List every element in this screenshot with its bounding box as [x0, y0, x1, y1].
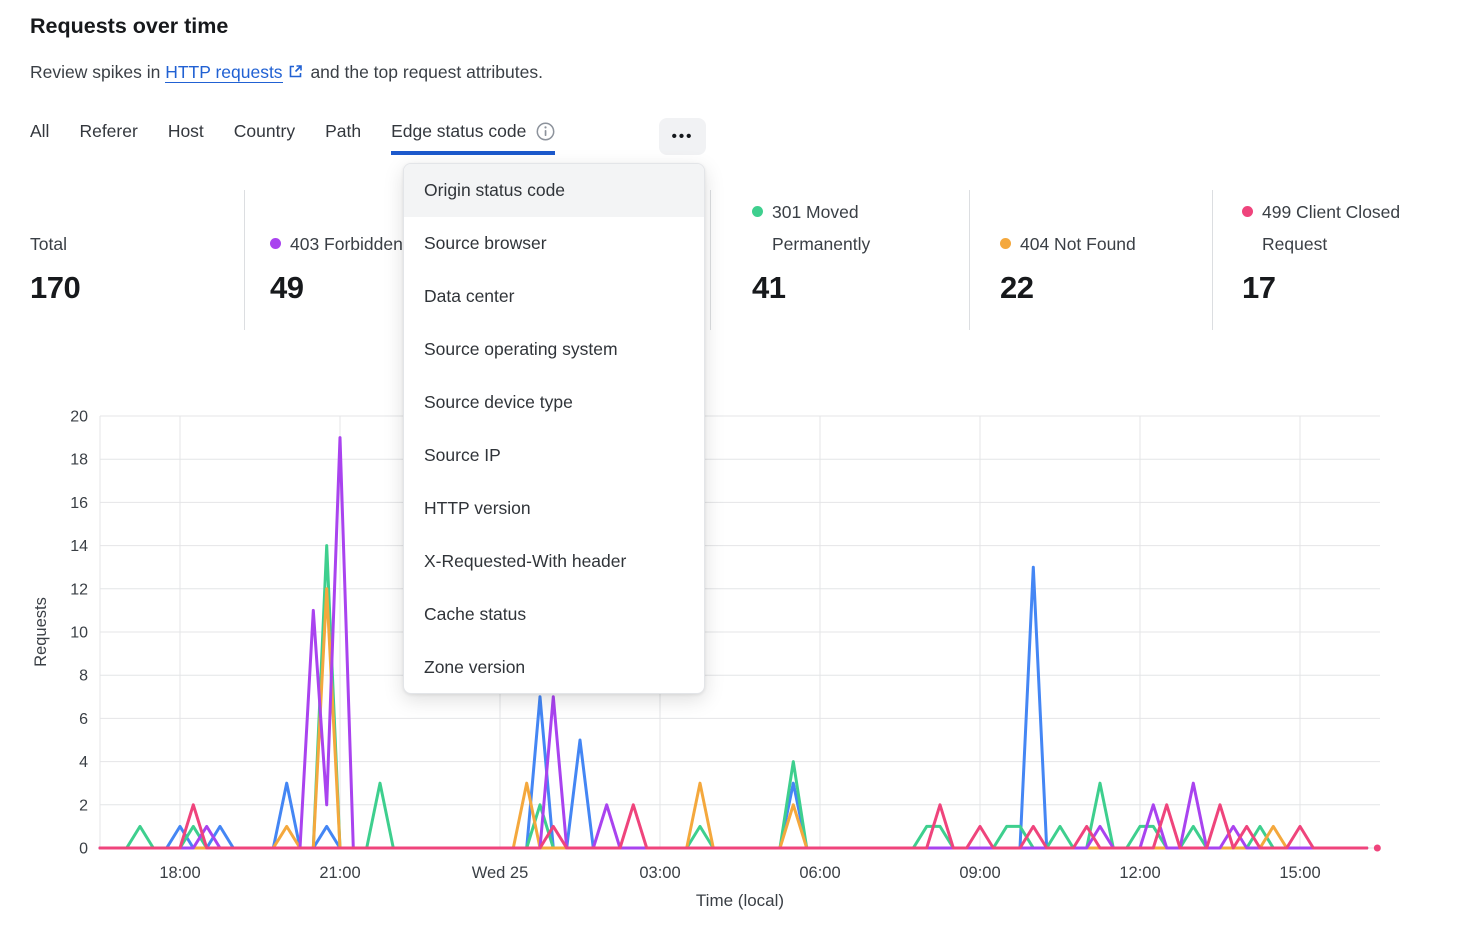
x-tick-label: 12:00	[1119, 864, 1160, 882]
info-icon[interactable]	[536, 122, 555, 141]
series-dot-301	[752, 206, 763, 217]
x-tick-label: 09:00	[959, 864, 1000, 882]
y-tick-label: 4	[79, 754, 88, 771]
stat-total: Total 170	[30, 196, 81, 306]
chart-end-dot	[1373, 844, 1381, 852]
menu-item-origin-status-code[interactable]: Origin status code	[404, 164, 704, 217]
stat-403-forbidden: 403 Forbidden 49	[270, 196, 403, 306]
menu-item-x-requested-with-header[interactable]: X-Requested-With header	[424, 551, 627, 571]
requests-chart[interactable]: 0 2 4 6 8 10 12 14 16 18 20 18:00 21:00 Wed 25 03:00 06…	[0, 400, 1458, 940]
stat-divider	[244, 190, 245, 330]
menu-item-source-ip[interactable]: Source IP	[424, 445, 501, 465]
series-dot-403	[270, 238, 281, 249]
menu-item-data-center[interactable]: Data center	[424, 286, 515, 306]
stat-divider	[710, 190, 711, 330]
menu-item-source-operating-system[interactable]: Source operating system	[424, 339, 618, 359]
y-tick-label: 0	[79, 841, 88, 858]
x-tick-label: 15:00	[1279, 864, 1320, 882]
x-tick-label: 03:00	[639, 864, 680, 882]
stat-label: 404 Not Found	[1020, 234, 1136, 254]
menu-item-http-version[interactable]: HTTP version	[424, 498, 531, 518]
tab-all[interactable]: All	[30, 121, 50, 141]
y-tick-label: 20	[70, 409, 88, 426]
subtitle-prefix: Review spikes in	[30, 62, 161, 82]
http-requests-link[interactable]: HTTP requests	[165, 62, 283, 83]
stat-value: 41	[752, 270, 786, 305]
chart-series-#ef447c	[98, 803, 1369, 850]
y-tick-label: 14	[70, 538, 88, 555]
y-tick-label: 12	[70, 581, 88, 598]
page-title: Requests over time	[30, 14, 229, 38]
x-tick-label: Wed 25	[472, 864, 529, 882]
y-tick-label: 10	[70, 625, 88, 642]
stat-value: 17	[1242, 270, 1276, 305]
y-tick-label: 8	[79, 668, 88, 685]
stat-label: 301 Moved Permanently	[772, 202, 871, 254]
subtitle-suffix: and the top request attributes.	[310, 62, 543, 82]
y-tick-label: 2	[79, 797, 88, 814]
stat-value: 170	[30, 270, 81, 305]
x-axis-title: Time (local)	[696, 891, 784, 910]
y-tick-label: 6	[79, 711, 88, 728]
tab-country[interactable]: Country	[233, 121, 296, 141]
stat-301-moved-permanently: 301 Moved Permanently 41	[752, 196, 892, 306]
ellipsis-icon: •••	[671, 128, 694, 145]
menu-item-source-browser[interactable]: Source browser	[424, 233, 547, 253]
attribute-dropdown-menu: Origin status code Source browser Data c…	[403, 163, 705, 694]
attribute-tabs: All Referer Host Country Path Edge statu…	[30, 121, 556, 155]
y-tick-label: 18	[70, 452, 88, 469]
y-tick-label: 16	[70, 495, 88, 512]
series-dot-404	[1000, 238, 1011, 249]
x-tick-label: 21:00	[319, 864, 360, 882]
menu-item-zone-version[interactable]: Zone version	[424, 657, 526, 677]
tab-edge-status-code[interactable]: Edge status code	[391, 121, 556, 155]
series-dot-499	[1242, 206, 1253, 217]
stat-value: 49	[270, 270, 304, 305]
menu-item-cache-status[interactable]: Cache status	[424, 604, 527, 624]
stat-label: 403 Forbidden	[290, 234, 403, 254]
stat-label: 499 Client Closed Request	[1262, 202, 1401, 254]
tab-referer[interactable]: Referer	[79, 121, 138, 141]
tab-host[interactable]: Host	[167, 121, 204, 141]
x-tick-label: 18:00	[159, 864, 200, 882]
tabs-overflow-button[interactable]: •••	[659, 118, 706, 155]
x-tick-label: 06:00	[799, 864, 840, 882]
stat-divider	[969, 190, 970, 330]
stat-499-client-closed-request: 499 Client Closed Request 17	[1242, 196, 1427, 306]
stat-label: Total	[30, 234, 67, 254]
subtitle: Review spikes in HTTP requests and the t…	[30, 62, 543, 84]
tab-path[interactable]: Path	[325, 121, 362, 141]
y-axis-title: Requests	[32, 597, 50, 667]
stat-divider	[1212, 190, 1213, 330]
external-link-icon	[288, 63, 303, 84]
stat-404-not-found: 404 Not Found 22	[1000, 196, 1136, 306]
menu-item-source-device-type[interactable]: Source device type	[424, 392, 573, 412]
stat-value: 22	[1000, 270, 1034, 305]
chart-series-#a943ef	[98, 436, 1369, 850]
chart-series-#4486f4	[98, 565, 1369, 850]
